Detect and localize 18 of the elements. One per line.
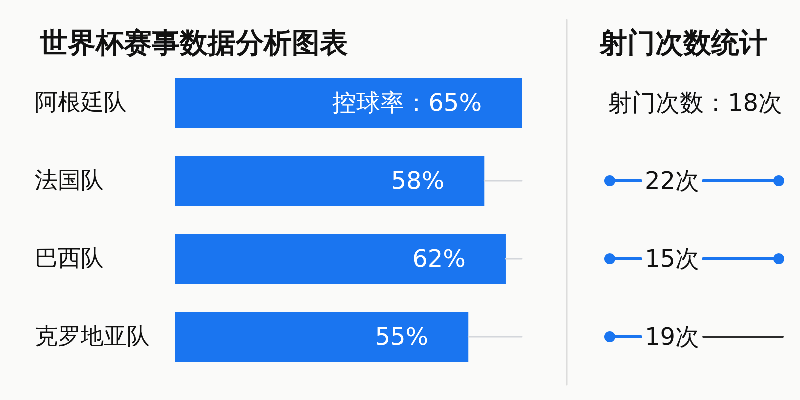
- data-label: 射门次数：18次: [608, 89, 783, 117]
- data-label: 22次: [645, 167, 700, 195]
- bar: [175, 234, 506, 284]
- y-tick-label: 阿根廷队: [35, 90, 127, 116]
- data-label: 55%: [375, 323, 429, 351]
- y-tick-label: 法国队: [35, 168, 104, 194]
- bar: [175, 156, 485, 206]
- data-label: 58%: [391, 167, 445, 195]
- data-label: 62%: [412, 245, 466, 273]
- y-tick-label: 克罗地亚队: [35, 324, 150, 350]
- data-label: 19次: [645, 323, 700, 351]
- data-label: 15次: [645, 245, 700, 273]
- data-label: 控球率：65%: [332, 89, 482, 117]
- y-tick-label: 巴西队: [35, 246, 104, 272]
- chart-title: 世界杯赛事数据分析图表: [39, 26, 348, 60]
- bar: [175, 78, 522, 128]
- bar: [175, 312, 469, 362]
- text: 射门次数统计: [600, 26, 768, 60]
